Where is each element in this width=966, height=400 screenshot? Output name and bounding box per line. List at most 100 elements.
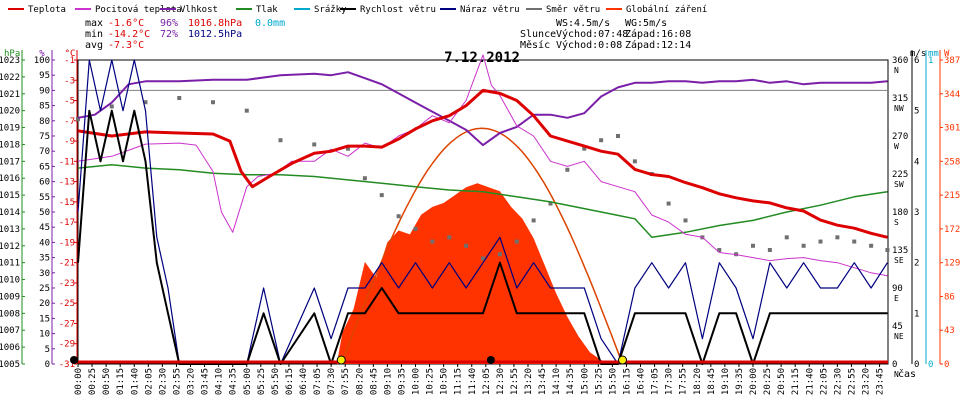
wind-direction-point (835, 235, 840, 240)
radiation-tick-label: 344 (944, 90, 960, 100)
x-tick-label: 02:55 (172, 368, 182, 395)
info-sun-label: Slunce (520, 29, 556, 40)
x-tick-label: 22:30 (833, 368, 843, 395)
direction-name-label: E (894, 294, 899, 303)
x-tick-label: 13:20 (524, 368, 534, 395)
wind-direction-point (396, 214, 401, 219)
x-tick-label: 02:05 (144, 368, 154, 395)
wind-tick-label: 0 (914, 360, 919, 370)
pressure-tick-label: 1019 (0, 124, 20, 134)
wind-tick-label: 2 (914, 259, 919, 269)
wind-direction-point (548, 201, 553, 206)
wind-direction-point (177, 96, 182, 100)
temperature-tick-label: -17 (59, 218, 75, 228)
moonset-marker (486, 356, 495, 364)
x-tick-label: 22:05 (819, 368, 829, 395)
wind-direction-point (447, 235, 452, 240)
precip-tick-label: 1 (928, 56, 933, 66)
humidity-tick-label: 0 (45, 360, 50, 370)
x-tick-label: 00:50 (102, 368, 112, 395)
direction-tick-label: 180 (892, 208, 908, 218)
pressure-tick-label: 1007 (0, 326, 20, 336)
direction-name-label: N (894, 370, 899, 379)
wind-direction-point (109, 104, 114, 109)
humidity-tick-label: 90 (39, 86, 50, 96)
pressure-tick-label: 1018 (0, 140, 20, 150)
x-tick-label: 19:10 (721, 368, 731, 395)
info-moon-rise: Východ:0:08 (556, 39, 622, 51)
pressure-tick-label: 1006 (0, 343, 20, 353)
wind-tick-label: 1 (914, 309, 919, 319)
stats-max-humidity: 96% (160, 18, 178, 29)
x-tick-label: 10:50 (440, 368, 450, 395)
stats-max-pressure: 1016.8hPa (188, 18, 242, 29)
legend-label: Teplota (28, 5, 66, 15)
x-tick-label: 09:10 (383, 368, 393, 395)
precip-axis-unit: mm (928, 49, 939, 59)
pressure-tick-label: 1005 (0, 360, 20, 370)
x-tick-label: 05:50 (271, 368, 281, 395)
humidity-tick-label: 60 (39, 178, 50, 188)
pressure-tick-label: 1009 (0, 292, 20, 302)
wind-direction-point (76, 117, 80, 122)
x-tick-label: 21:40 (805, 368, 815, 395)
radiation-tick-label: 86 (944, 292, 955, 302)
legend-label: Globální záření (626, 5, 707, 15)
humidity-tick-label: 10 (39, 330, 50, 340)
pressure-tick-label: 1014 (0, 208, 20, 218)
direction-tick-label: 360 (892, 56, 908, 66)
humidity-tick-label: 95 (39, 71, 50, 81)
x-tick-label: 23:20 (862, 368, 872, 395)
legend-label: Pocitová teplota (95, 5, 182, 15)
info-moon-label: Měsíc (520, 39, 550, 51)
humidity-tick-label: 70 (39, 147, 50, 157)
x-tick-label: 18:20 (693, 368, 703, 395)
x-tick-label: 14:35 (566, 368, 576, 395)
humidity-tick-label: 85 (39, 102, 50, 112)
temperature-tick-label: -21 (59, 259, 75, 269)
x-tick-label: 13:45 (538, 368, 548, 395)
humidity-tick-label: 50 (39, 208, 50, 218)
x-tick-label: 20:50 (777, 368, 787, 395)
x-tick-label: 16:15 (622, 368, 632, 395)
x-tick-label: 01:15 (116, 368, 126, 395)
wind-direction-point (852, 239, 857, 244)
direction-name-label: W (894, 142, 899, 151)
humidity-tick-label: 75 (39, 132, 50, 142)
x-tick-label: 06:15 (285, 368, 295, 395)
info-ws: WS:4.5m/s (556, 18, 610, 29)
direction-name-label: N (894, 66, 899, 75)
stats-min-temp: -14.2°C (108, 29, 150, 40)
humidity-tick-label: 100 (34, 56, 50, 66)
humidity-tick-label: 20 (39, 299, 50, 309)
wind-axis-unit: m/s (910, 49, 926, 59)
temperature-tick-label: -13 (59, 178, 75, 188)
wind-direction-point (885, 248, 890, 252)
wind-direction-point (751, 243, 755, 248)
plot-area (70, 54, 890, 365)
sunrise-marker (336, 355, 346, 365)
legend-label: Vlhkost (180, 5, 218, 15)
x-tick-label: 19:35 (735, 368, 745, 395)
wind-direction-point (430, 239, 435, 244)
direction-tick-label: 225 (892, 170, 908, 180)
radiation-tick-label: 387 (944, 56, 960, 66)
temperature-tick-label: -5 (64, 97, 75, 107)
legend-label: Náraz větru (460, 5, 520, 15)
x-axis-ticks: 00:00 00:25 00:50 01:15 01:40 02:05 02:30 02:55… (74, 364, 886, 395)
x-tick-label: 17:30 (665, 368, 675, 395)
direction-name-label: S (894, 218, 899, 227)
x-tick-label: 20:25 (763, 368, 773, 395)
humidity-tick-label: 65 (39, 162, 50, 172)
x-tick-label: 11:15 (454, 368, 464, 395)
wind-direction-point (244, 108, 249, 113)
wind-direction-point (481, 256, 485, 261)
x-tick-label: 12:05 (482, 368, 492, 395)
stats-avg-temp: -7.3°C (108, 40, 144, 51)
temperature-axis-unit: °C (65, 49, 76, 59)
x-tick-label: 17:55 (679, 368, 689, 395)
stats-min-label: min (85, 29, 103, 40)
wind-direction-point (413, 226, 418, 231)
humidity-tick-label: 80 (39, 117, 50, 127)
